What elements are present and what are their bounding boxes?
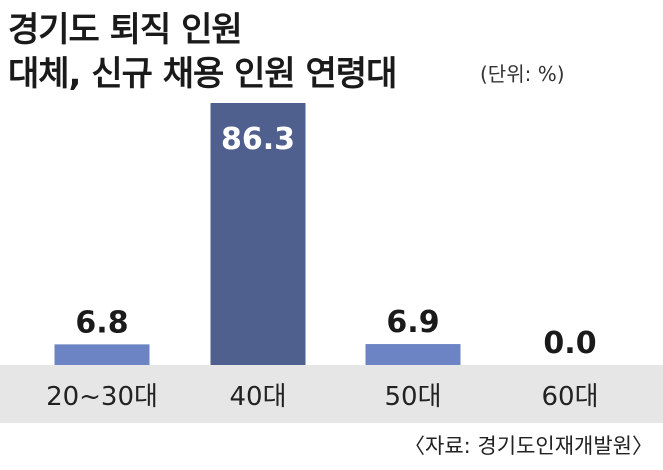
x-tick-label-3: 60대 bbox=[541, 382, 598, 412]
value-label-3: 0.0 bbox=[543, 326, 596, 361]
bars-layer bbox=[54, 103, 461, 365]
value-label-2: 6.9 bbox=[386, 305, 439, 340]
value-labels-layer: 6.8 86.3 6.9 0.0 bbox=[75, 122, 596, 361]
value-label-0: 6.8 bbox=[75, 305, 128, 340]
bar-1 bbox=[210, 103, 306, 365]
x-tick-labels-layer: 20~30대 40대 50대 60대 bbox=[46, 382, 598, 412]
x-tick-label-0: 20~30대 bbox=[46, 382, 158, 412]
value-label-1: 86.3 bbox=[221, 122, 295, 157]
chart-title-line-1: 경기도 퇴직 인원 bbox=[8, 10, 243, 50]
source-note: 〈자료: 경기도인재개발원〉 bbox=[404, 434, 653, 458]
unit-label: (단위: %) bbox=[480, 62, 565, 86]
x-axis-band bbox=[0, 365, 663, 423]
bar-2 bbox=[365, 344, 461, 365]
x-tick-label-2: 50대 bbox=[384, 382, 441, 412]
bar-0 bbox=[54, 344, 150, 365]
chart-title-line-2: 대체, 신규 채용 인원 연령대 bbox=[8, 54, 397, 94]
x-tick-label-1: 40대 bbox=[229, 382, 286, 412]
